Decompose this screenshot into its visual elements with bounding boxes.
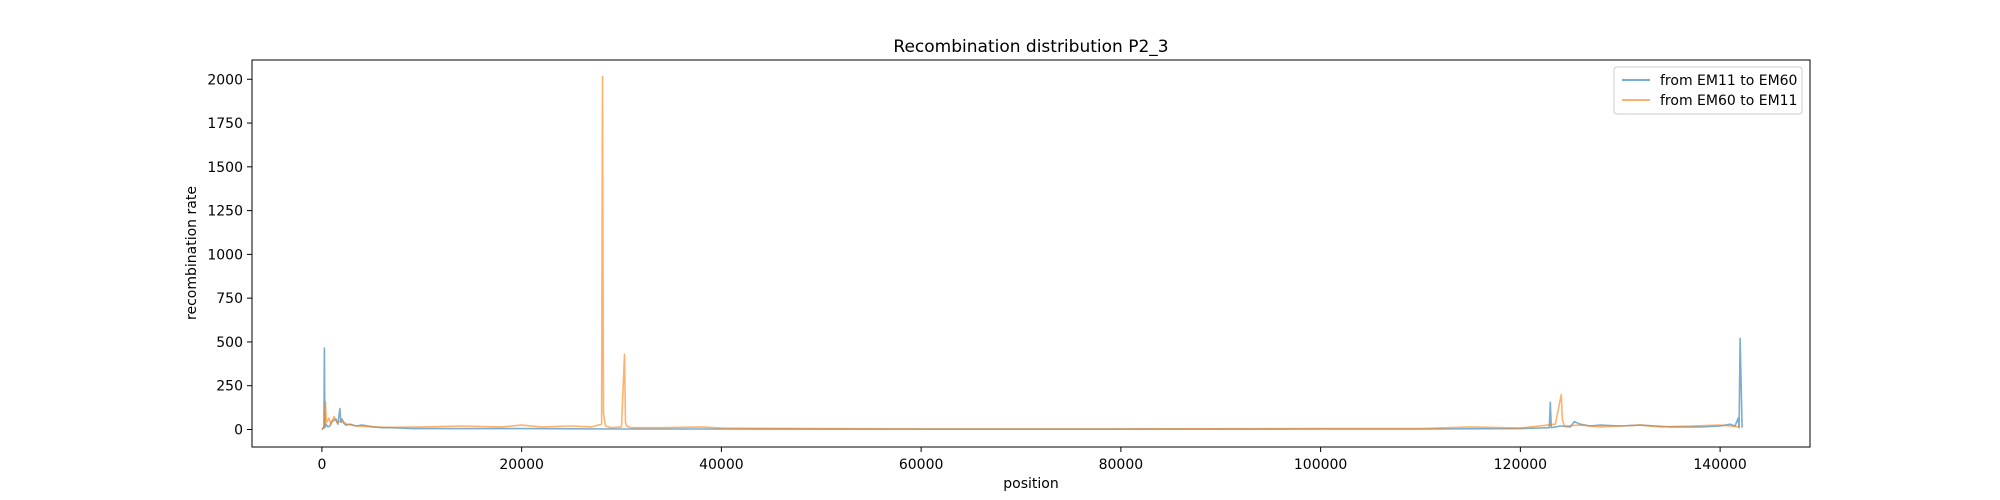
x-tick-label: 0 (317, 457, 326, 473)
x-tick-label: 40000 (699, 457, 744, 473)
y-tick-label: 1500 (207, 160, 243, 176)
y-axis: 0 250 500 750 1000 1250 1500 1750 2000 (207, 72, 252, 438)
y-tick-label: 1000 (207, 247, 243, 263)
x-tick-label: 60000 (899, 457, 944, 473)
x-tick-label: 100000 (1294, 457, 1347, 473)
plot-area (252, 60, 1810, 447)
y-axis-label: recombination rate (184, 186, 200, 320)
x-tick-label: 140000 (1693, 457, 1746, 473)
plot-frame (251, 59, 1811, 448)
x-tick-label: 80000 (1099, 457, 1144, 473)
x-axis: 0 20000 40000 60000 80000 100000 120000 140000 (317, 447, 1747, 473)
y-tick-label: 500 (216, 335, 243, 351)
legend-box (1613, 66, 1803, 115)
legend-label-1: from EM11 to EM60 (1660, 73, 1797, 89)
y-tick-label: 1250 (207, 204, 243, 220)
x-tick-label: 20000 (499, 457, 544, 473)
x-axis-label: position (1003, 476, 1058, 492)
legend-label-2: from EM60 to EM11 (1660, 93, 1797, 109)
y-tick-label: 0 (234, 422, 243, 438)
x-tick-label: 120000 (1494, 457, 1547, 473)
chart-title: Recombination distribution P2_3 (893, 37, 1168, 57)
y-tick-label: 250 (216, 379, 243, 395)
y-tick-label: 1750 (207, 116, 243, 132)
series-layer (321, 75, 1743, 431)
y-tick-label: 750 (216, 291, 243, 307)
y-tick-label: 2000 (207, 72, 243, 88)
legend: from EM11 to EM60 from EM60 to EM11 (1613, 66, 1803, 115)
series-line-2 (321, 75, 1741, 430)
